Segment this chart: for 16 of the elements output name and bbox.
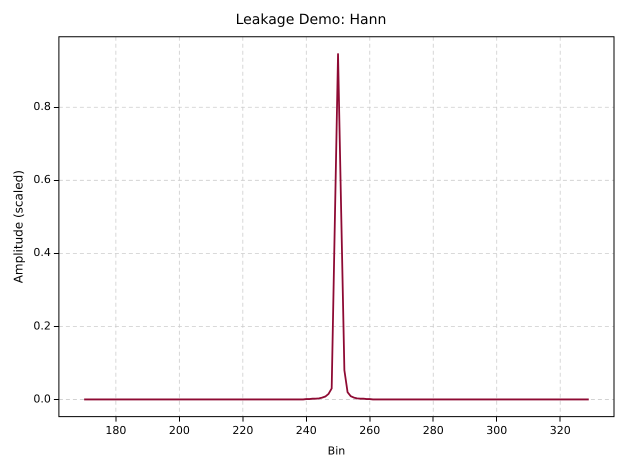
x-tick-label: 220: [232, 424, 254, 438]
x-tick-label: 180: [105, 424, 126, 438]
x-tick-label: 320: [550, 424, 571, 438]
x-axis-title: Bin: [328, 444, 346, 458]
y-tick-label: 0.2: [33, 319, 51, 332]
x-tick-label: 280: [422, 424, 444, 438]
y-tick-label: 0.0: [33, 392, 51, 406]
y-tick-label: 0.8: [33, 100, 51, 114]
chart-title: Leakage Demo: Hann: [236, 12, 386, 28]
y-tick-label: 0.6: [33, 173, 51, 186]
x-tick-label: 300: [486, 424, 508, 438]
x-tick-label: 200: [168, 424, 190, 438]
y-tick-label: 0.4: [33, 246, 51, 260]
x-tick-label: 240: [296, 424, 317, 438]
x-tick-label: 260: [359, 424, 380, 438]
y-axis-title: Amplitude (scaled): [11, 170, 26, 284]
